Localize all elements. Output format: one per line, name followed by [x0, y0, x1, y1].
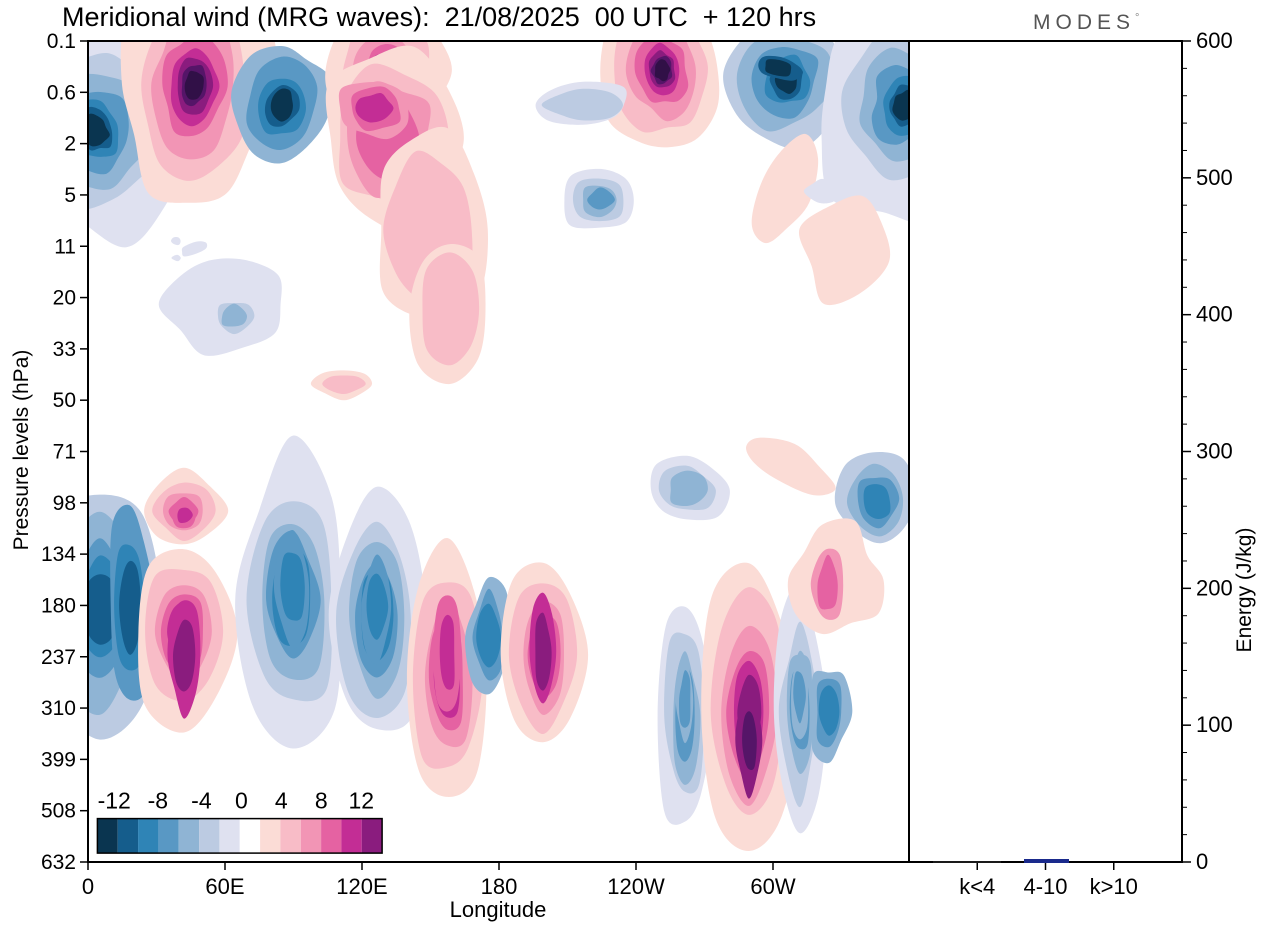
svg-text:71: 71 [53, 441, 76, 464]
svg-text:20: 20 [53, 287, 76, 310]
svg-text:0: 0 [235, 788, 248, 814]
svg-text:632: 632 [41, 851, 76, 874]
svg-text:134: 134 [41, 543, 76, 566]
svg-text:8: 8 [315, 788, 328, 814]
svg-text:300: 300 [1196, 439, 1233, 464]
svg-text:400: 400 [1196, 302, 1233, 327]
svg-text:399: 399 [41, 748, 76, 771]
svg-text:508: 508 [41, 800, 76, 823]
svg-text:k<4: k<4 [959, 874, 995, 899]
svg-text:180: 180 [481, 874, 518, 899]
svg-text:180: 180 [41, 594, 76, 617]
svg-text:k>10: k>10 [1090, 874, 1138, 899]
svg-text:50: 50 [53, 389, 76, 412]
svg-text:500: 500 [1196, 165, 1233, 190]
svg-text:12: 12 [349, 788, 375, 814]
svg-text:600: 600 [1196, 28, 1233, 53]
svg-text:200: 200 [1196, 575, 1233, 600]
svg-text:-4: -4 [191, 788, 212, 814]
svg-text:0.6: 0.6 [47, 81, 76, 104]
svg-text:0: 0 [1196, 849, 1208, 874]
svg-text:5: 5 [64, 184, 76, 207]
svg-text:60E: 60E [205, 874, 244, 899]
svg-text:4: 4 [275, 788, 288, 814]
svg-text:33: 33 [53, 338, 76, 361]
svg-text:11: 11 [54, 235, 76, 258]
svg-text:-12: -12 [98, 788, 131, 814]
svg-text:-8: -8 [148, 788, 168, 814]
svg-text:4-10: 4-10 [1023, 874, 1067, 899]
svg-text:2: 2 [64, 133, 76, 156]
svg-text:237: 237 [41, 646, 76, 669]
svg-text:120E: 120E [336, 874, 387, 899]
svg-text:310: 310 [41, 697, 76, 720]
svg-text:100: 100 [1196, 712, 1233, 737]
svg-text:60W: 60W [750, 874, 795, 899]
svg-text:98: 98 [53, 492, 76, 515]
svg-text:120W: 120W [607, 874, 665, 899]
svg-text:0.1: 0.1 [47, 30, 76, 53]
svg-text:0: 0 [82, 874, 94, 899]
